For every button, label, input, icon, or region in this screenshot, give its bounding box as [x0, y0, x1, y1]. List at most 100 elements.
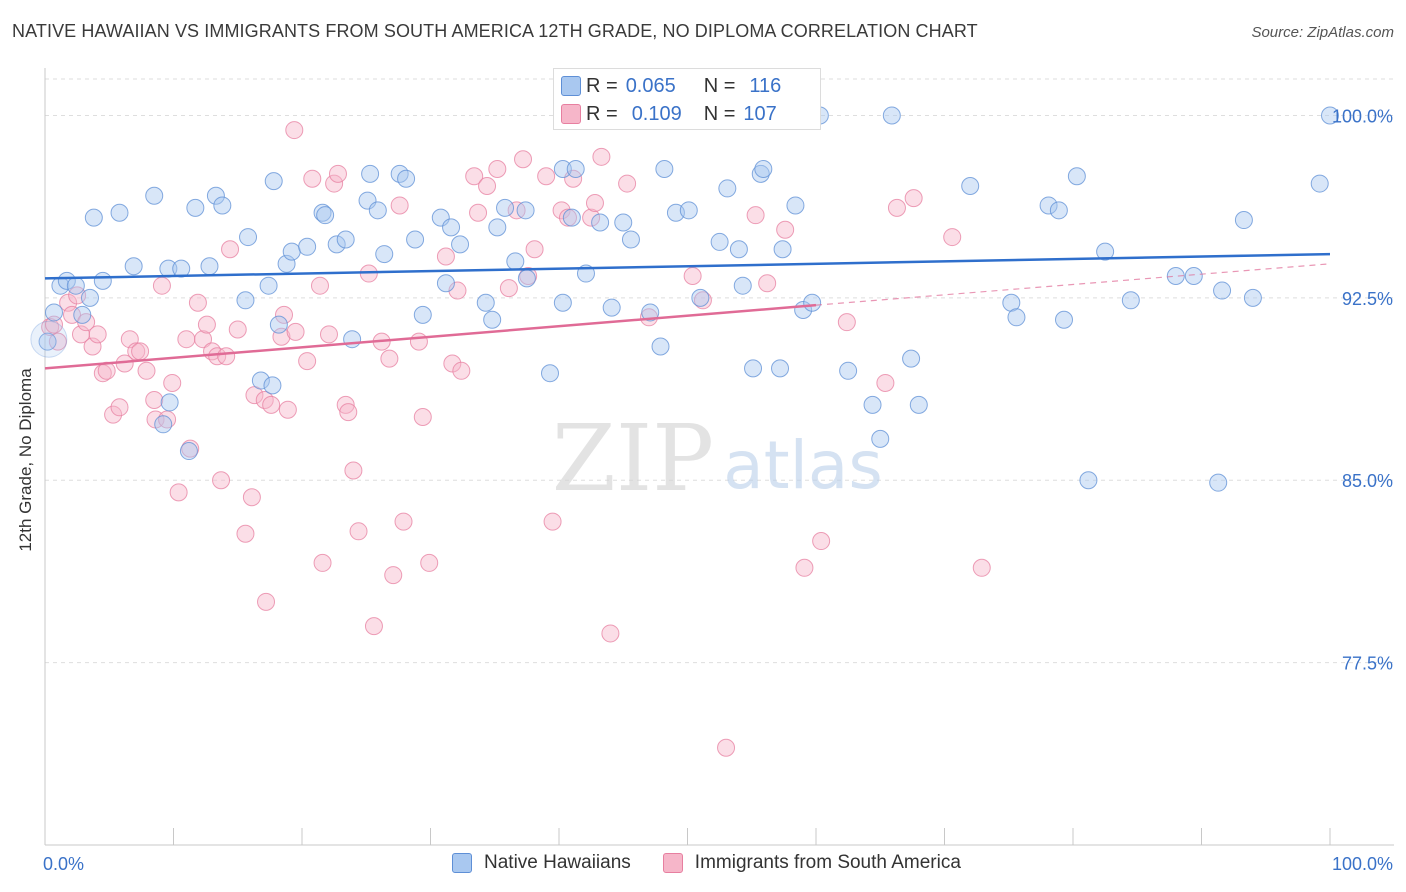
scatter-point [269, 315, 288, 334]
scatter-point [57, 271, 76, 290]
pink-square-icon [662, 853, 683, 873]
scatter-point [186, 198, 205, 217]
stats-row-native-hawaiians: R = 0.065 N = 116 [561, 72, 782, 100]
scatter-point [110, 398, 129, 417]
scatter-point [213, 196, 232, 215]
scatter-point [1079, 471, 1098, 490]
y-axis-title: 12th Grade, No Diploma [16, 368, 35, 552]
scatter-point [909, 395, 928, 414]
scatter-point [1213, 281, 1232, 300]
scatter-point [44, 303, 63, 322]
scatter-point [298, 352, 317, 371]
scatter-point [582, 208, 601, 227]
scatter-point [298, 237, 317, 256]
scatter-point [48, 332, 67, 351]
scatter-point [744, 359, 763, 378]
scatter-point [59, 293, 78, 312]
scatter-point [776, 220, 795, 239]
scatter-point [562, 208, 581, 227]
scatter-point [621, 230, 640, 249]
scatter-point [558, 208, 577, 227]
scatter-point [693, 291, 712, 310]
trend-extension-immigrants-south-america [815, 263, 1331, 306]
scatter-point [188, 293, 207, 312]
scatter-point [795, 558, 814, 577]
scatter-point [1049, 201, 1068, 220]
scatter-point [541, 364, 560, 383]
y-tick-label: 92.5% [1342, 289, 1393, 309]
scatter-point [349, 522, 368, 541]
watermark-zip: ZIP [552, 405, 714, 512]
watermark-atlas: atlas [723, 427, 883, 504]
scatter-point [882, 106, 901, 125]
scatter-point [160, 393, 179, 412]
scatter-point [206, 186, 225, 205]
n-value: 116 [749, 74, 782, 97]
scatter-point [553, 293, 572, 312]
scatter-point [1321, 106, 1339, 125]
scatter-point [448, 281, 467, 300]
scatter-point [275, 305, 294, 324]
y-tick-label: 85.0% [1342, 471, 1393, 491]
stats-row-immigrants-south-america: R = 0.109 N = 107 [561, 100, 777, 128]
scatter-point [543, 512, 562, 531]
scatter-point [758, 274, 777, 293]
legend-item-native-hawaiians: Native Hawaiians [452, 852, 631, 874]
scatter-point [839, 361, 858, 380]
chart-title: NATIVE HAWAIIAN VS IMMIGRANTS FROM SOUTH… [12, 21, 978, 41]
y-axis-title-wrap: 12th Grade, No Diploma [6, 0, 46, 892]
scatter-point [137, 361, 156, 380]
y-tick-label: 100.0% [1332, 106, 1393, 126]
x-tick-label-left: 0.0% [43, 854, 84, 874]
scatter-point [476, 293, 495, 312]
scatter-point [451, 235, 470, 254]
scatter-point [566, 159, 585, 178]
blue-swatch-icon [561, 76, 581, 96]
scatter-point [406, 230, 425, 249]
scatter-point [328, 164, 347, 183]
x-tick-label-right: 100.0% [1332, 854, 1393, 874]
scatter-point [887, 198, 906, 217]
scatter-point [618, 174, 637, 193]
scatter-point [488, 159, 507, 178]
scatter-point [278, 400, 297, 419]
scatter-point [394, 512, 413, 531]
scatter-point [876, 373, 895, 392]
scatter-point [591, 213, 610, 232]
scatter-point [200, 257, 219, 276]
scatter-point [319, 325, 338, 344]
scatter-point [285, 121, 304, 140]
scatter-point [651, 337, 670, 356]
source-credit: Source: ZipAtlas.com [1251, 24, 1394, 41]
scatter-point [145, 390, 164, 409]
scatter-point [286, 322, 305, 341]
scatter-point [1002, 293, 1021, 312]
scatter-point [313, 553, 332, 572]
scatter-point [718, 179, 737, 198]
scatter-point [375, 245, 394, 264]
scatter-point [384, 566, 403, 585]
scatter-point [152, 276, 171, 295]
scatter-point [239, 228, 258, 247]
scatter-point [436, 247, 455, 266]
scatter-point [390, 196, 409, 215]
scatter-point [601, 624, 620, 643]
scatter-point [251, 371, 270, 390]
cluster-point [30, 320, 68, 358]
scatter-point [710, 232, 729, 251]
r-label: R = [586, 102, 618, 125]
scatter-point [163, 373, 182, 392]
scatter-point [506, 252, 525, 271]
scatter-point [343, 330, 362, 349]
scatter-point [585, 194, 604, 213]
scatter-point [614, 213, 633, 232]
scatter-point [1209, 473, 1228, 492]
scatter-point [863, 395, 882, 414]
scatter-point [771, 359, 790, 378]
scatter-point [641, 303, 660, 322]
scatter-point [496, 198, 515, 217]
scatter-point [420, 553, 439, 572]
scatter-point [717, 738, 736, 757]
scatter-point [177, 330, 196, 349]
scatter-point [1055, 310, 1074, 329]
